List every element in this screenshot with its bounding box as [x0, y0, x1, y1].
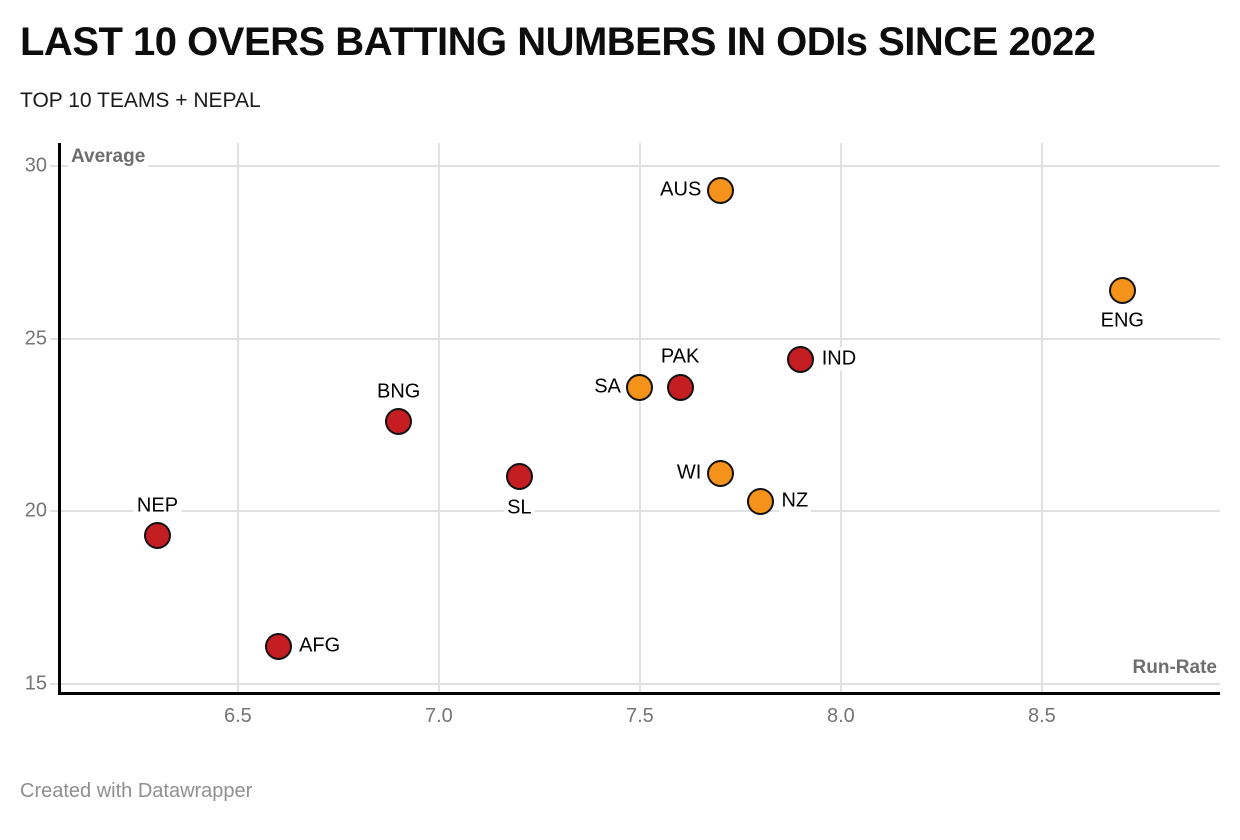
point-eng-label: ENG	[1097, 309, 1147, 333]
point-sl-dot[interactable]	[505, 463, 533, 491]
point-nep-dot[interactable]	[143, 522, 171, 550]
point-ind-dot[interactable]	[787, 345, 815, 373]
point-afg-dot[interactable]	[264, 632, 292, 660]
datawrapper-attribution-link[interactable]: Created with Datawrapper	[20, 780, 253, 802]
point-wi-dot[interactable]	[706, 459, 734, 487]
y-axis-title: Average	[68, 146, 149, 168]
chart-title: LAST 10 OVERS BATTING NUMBERS IN ODIs SI…	[20, 20, 1096, 64]
point-nep-label: NEP	[133, 494, 182, 518]
point-pak-dot[interactable]	[666, 373, 694, 401]
point-sa-label: SA	[591, 375, 624, 399]
point-aus-dot[interactable]	[706, 176, 734, 204]
x-gridline	[638, 143, 641, 693]
point-nz-dot[interactable]	[747, 487, 774, 515]
point-afg-label: AFG	[296, 634, 344, 658]
x-gridline	[1040, 143, 1043, 693]
x-tick-label: 6.5	[223, 705, 252, 727]
point-eng-dot[interactable]	[1108, 276, 1136, 304]
x-tick-label: 7.0	[424, 705, 453, 727]
y-axis-line	[57, 143, 61, 695]
y-gridline	[50, 683, 1220, 686]
point-nz-label: NZ	[778, 489, 812, 513]
point-wi-label: WI	[673, 461, 705, 485]
x-gridline	[437, 143, 440, 693]
point-sl-label: SL	[504, 496, 535, 520]
point-ind-label: IND	[818, 347, 860, 371]
chart-subtitle: TOP 10 TEAMS + NEPAL	[20, 89, 261, 112]
point-bng-dot[interactable]	[385, 408, 413, 436]
y-tick-label: 15	[24, 672, 47, 695]
point-sa-dot[interactable]	[626, 373, 654, 401]
x-tick-label: 8.5	[1028, 705, 1056, 727]
y-gridline	[50, 165, 1220, 168]
x-axis-line	[57, 691, 1220, 695]
y-tick-label: 30	[24, 154, 47, 177]
point-pak-label: PAK	[657, 345, 703, 369]
y-tick-label: 25	[24, 327, 47, 350]
x-gridline	[236, 143, 239, 693]
y-tick-label: 20	[24, 499, 47, 522]
y-gridline	[50, 337, 1220, 340]
point-aus-label: AUS	[657, 178, 705, 202]
x-gridline	[839, 143, 842, 693]
x-tick-label: 8.0	[826, 705, 855, 727]
y-gridline	[50, 510, 1220, 513]
point-bng-label: BNG	[374, 380, 424, 404]
x-tick-label: 7.5	[625, 705, 654, 727]
x-axis-title: Run-Rate	[1129, 657, 1220, 679]
